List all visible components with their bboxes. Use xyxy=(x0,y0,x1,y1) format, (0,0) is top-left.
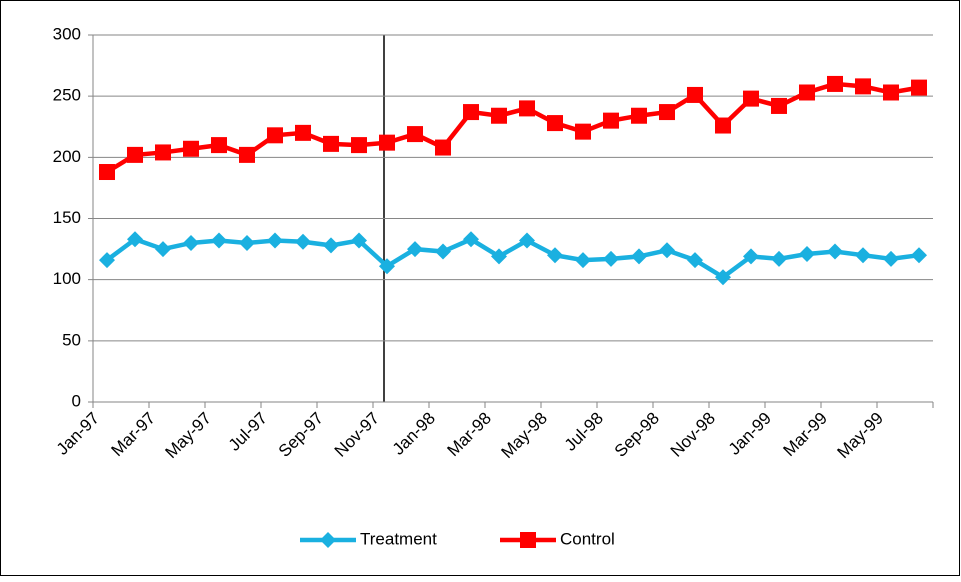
data-point xyxy=(547,115,563,132)
data-point xyxy=(211,137,227,154)
y-tick-label: 200 xyxy=(53,147,81,166)
y-tick-label: 100 xyxy=(53,269,81,288)
data-point xyxy=(827,243,843,260)
data-point xyxy=(463,104,479,121)
data-point xyxy=(743,90,759,107)
data-point xyxy=(911,79,927,96)
data-point xyxy=(127,231,143,248)
data-point xyxy=(379,258,395,275)
legend-swatch-marker xyxy=(520,532,536,548)
data-point xyxy=(127,146,143,163)
data-point xyxy=(631,107,647,124)
data-point xyxy=(631,248,647,265)
y-tick-label: 0 xyxy=(72,391,81,410)
legend-label: Treatment xyxy=(360,529,437,548)
data-point xyxy=(603,250,619,267)
data-point xyxy=(183,234,199,251)
data-point xyxy=(351,232,367,249)
data-point xyxy=(407,241,423,258)
data-point xyxy=(855,78,871,95)
data-point xyxy=(855,247,871,264)
data-point xyxy=(323,237,339,254)
data-point xyxy=(491,107,507,124)
data-point xyxy=(743,248,759,265)
data-point xyxy=(519,100,535,117)
data-point xyxy=(911,247,927,264)
data-point xyxy=(267,232,283,249)
data-point xyxy=(659,104,675,121)
data-point xyxy=(827,75,843,92)
data-point xyxy=(883,250,899,267)
data-point xyxy=(715,269,731,286)
y-tick-label: 250 xyxy=(53,86,81,105)
data-point xyxy=(491,248,507,265)
y-tick-label: 150 xyxy=(53,208,81,227)
data-point xyxy=(295,233,311,250)
data-point xyxy=(771,250,787,267)
data-point xyxy=(99,164,115,181)
data-point xyxy=(239,234,255,251)
data-point xyxy=(603,112,619,129)
data-point xyxy=(799,84,815,101)
data-point xyxy=(463,231,479,248)
data-point xyxy=(883,84,899,101)
data-point xyxy=(407,126,423,143)
data-point xyxy=(379,134,395,151)
data-point xyxy=(687,252,703,269)
data-point xyxy=(155,144,171,161)
legend-label: Control xyxy=(560,529,615,548)
data-point xyxy=(687,86,703,103)
legend-swatch-marker xyxy=(320,532,336,548)
data-point xyxy=(435,139,451,156)
data-point xyxy=(575,123,591,140)
data-point xyxy=(239,146,255,163)
data-point xyxy=(211,232,227,249)
data-point xyxy=(771,97,787,114)
data-point xyxy=(435,243,451,260)
y-tick-label: 300 xyxy=(53,24,81,43)
y-tick-label: 50 xyxy=(62,330,81,349)
data-point xyxy=(799,245,815,262)
data-point xyxy=(155,241,171,258)
data-point xyxy=(519,232,535,249)
data-point xyxy=(323,135,339,152)
data-point xyxy=(99,252,115,269)
data-point xyxy=(575,252,591,269)
data-point xyxy=(267,127,283,144)
data-point xyxy=(659,242,675,259)
data-point xyxy=(715,117,731,134)
data-point xyxy=(183,140,199,157)
data-point xyxy=(547,247,563,264)
data-point xyxy=(295,124,311,141)
data-point xyxy=(351,137,367,154)
